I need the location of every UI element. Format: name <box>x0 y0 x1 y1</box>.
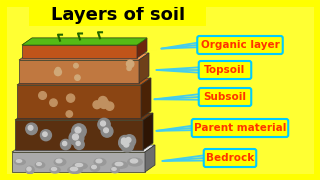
Circle shape <box>67 94 75 102</box>
Circle shape <box>126 138 131 142</box>
Circle shape <box>101 125 113 137</box>
Circle shape <box>55 68 60 72</box>
Text: Bedrock: Bedrock <box>206 153 254 163</box>
Polygon shape <box>22 38 147 45</box>
Circle shape <box>126 60 134 68</box>
Text: Topsoil: Topsoil <box>204 65 246 75</box>
Polygon shape <box>19 60 139 83</box>
Circle shape <box>74 63 78 68</box>
Circle shape <box>119 136 131 147</box>
Circle shape <box>43 132 47 136</box>
Circle shape <box>121 140 126 145</box>
Circle shape <box>121 139 134 152</box>
Polygon shape <box>137 38 147 58</box>
Circle shape <box>28 125 33 130</box>
Ellipse shape <box>27 167 31 171</box>
Ellipse shape <box>16 160 22 162</box>
Circle shape <box>74 139 84 149</box>
Circle shape <box>26 123 37 135</box>
Polygon shape <box>19 53 149 60</box>
Circle shape <box>54 69 61 76</box>
Polygon shape <box>17 78 151 85</box>
Text: Organic layer: Organic layer <box>201 40 279 50</box>
Circle shape <box>123 135 136 147</box>
Ellipse shape <box>112 162 128 168</box>
Polygon shape <box>15 120 143 150</box>
Circle shape <box>50 99 57 106</box>
Circle shape <box>75 75 80 80</box>
Circle shape <box>124 142 129 147</box>
Ellipse shape <box>128 158 142 166</box>
Polygon shape <box>141 78 151 118</box>
Ellipse shape <box>76 163 83 166</box>
FancyBboxPatch shape <box>199 88 251 106</box>
Ellipse shape <box>94 158 106 166</box>
Circle shape <box>60 139 71 150</box>
Text: Subsoil: Subsoil <box>204 92 246 102</box>
Polygon shape <box>143 113 153 150</box>
Ellipse shape <box>91 165 100 171</box>
Polygon shape <box>22 38 147 45</box>
FancyBboxPatch shape <box>199 61 251 79</box>
Circle shape <box>63 141 67 146</box>
Circle shape <box>75 127 81 133</box>
Circle shape <box>98 118 110 131</box>
Circle shape <box>99 99 109 109</box>
Circle shape <box>93 101 101 109</box>
FancyBboxPatch shape <box>192 119 288 137</box>
Ellipse shape <box>15 159 25 165</box>
Ellipse shape <box>52 168 57 170</box>
Ellipse shape <box>92 165 96 169</box>
Circle shape <box>76 141 80 145</box>
Ellipse shape <box>70 167 77 171</box>
Circle shape <box>66 111 73 117</box>
FancyBboxPatch shape <box>197 36 283 54</box>
Circle shape <box>100 121 106 126</box>
Circle shape <box>39 92 46 99</box>
Ellipse shape <box>54 158 66 166</box>
Ellipse shape <box>73 163 87 169</box>
Circle shape <box>127 66 131 71</box>
FancyBboxPatch shape <box>204 149 256 167</box>
Circle shape <box>122 138 126 143</box>
Polygon shape <box>12 152 145 172</box>
Ellipse shape <box>68 166 82 174</box>
Polygon shape <box>145 145 155 172</box>
Ellipse shape <box>112 168 116 170</box>
Circle shape <box>69 131 84 145</box>
Polygon shape <box>17 85 141 118</box>
Circle shape <box>73 134 78 140</box>
Polygon shape <box>22 45 137 58</box>
Circle shape <box>104 128 108 133</box>
Ellipse shape <box>130 159 138 163</box>
Circle shape <box>40 130 52 141</box>
Ellipse shape <box>50 167 60 173</box>
Circle shape <box>106 102 114 110</box>
Text: Parent material: Parent material <box>194 123 286 133</box>
Ellipse shape <box>111 167 119 173</box>
FancyBboxPatch shape <box>29 4 206 26</box>
Polygon shape <box>15 113 153 120</box>
Circle shape <box>99 96 107 105</box>
Polygon shape <box>12 145 155 152</box>
Ellipse shape <box>37 163 41 165</box>
Ellipse shape <box>35 162 45 168</box>
Ellipse shape <box>96 159 102 163</box>
Text: Layers of soil: Layers of soil <box>51 6 185 24</box>
Ellipse shape <box>56 159 62 163</box>
Polygon shape <box>139 53 149 83</box>
Ellipse shape <box>115 162 123 166</box>
Circle shape <box>119 137 131 149</box>
Circle shape <box>72 124 86 138</box>
Ellipse shape <box>26 166 34 174</box>
